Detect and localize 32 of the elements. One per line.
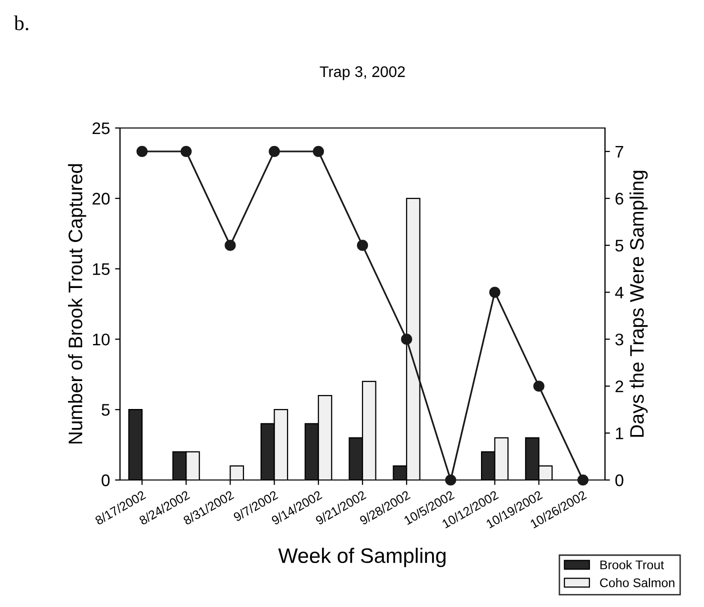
- legend-label: Coho Salmon: [600, 578, 674, 588]
- y-axis-title: Number of Brook Trout Captured: [68, 164, 86, 444]
- point: [489, 286, 500, 298]
- point: [136, 146, 148, 158]
- point: [445, 474, 456, 486]
- legend-label: Brook Trout: [600, 560, 664, 570]
- y-tick-label: 20: [92, 192, 110, 205]
- point: [180, 146, 192, 158]
- y-tick-label: 0: [102, 474, 110, 486]
- y2-tick-label: 0: [615, 474, 624, 486]
- y2-axis-title: Days the Traps Were Sampling: [630, 170, 648, 437]
- y-tick-label: 15: [93, 263, 110, 276]
- point: [577, 474, 589, 486]
- point: [268, 146, 280, 158]
- y-tick-label: 25: [92, 122, 110, 134]
- y-tick-label: 5: [102, 404, 110, 416]
- y2-tick-label: 2: [616, 380, 624, 392]
- y2-tick-label: 3: [615, 334, 624, 346]
- point: [224, 240, 236, 251]
- y2-tick-label: 7: [616, 146, 624, 158]
- y-tick-label: 10: [93, 334, 110, 346]
- point: [312, 146, 324, 158]
- point: [356, 240, 368, 251]
- y2-tick-label: 1: [616, 428, 624, 440]
- x-axis-title: Week of Sampling: [278, 548, 446, 568]
- y2-tick-label: 6: [616, 192, 624, 205]
- point: [533, 380, 544, 392]
- chart-title: Trap 3, 2002: [320, 66, 405, 80]
- text: b.: [14, 16, 28, 30]
- y2-tick-label: 5: [615, 240, 624, 252]
- y2-tick-label: 4: [615, 286, 624, 298]
- point: [401, 334, 412, 345]
